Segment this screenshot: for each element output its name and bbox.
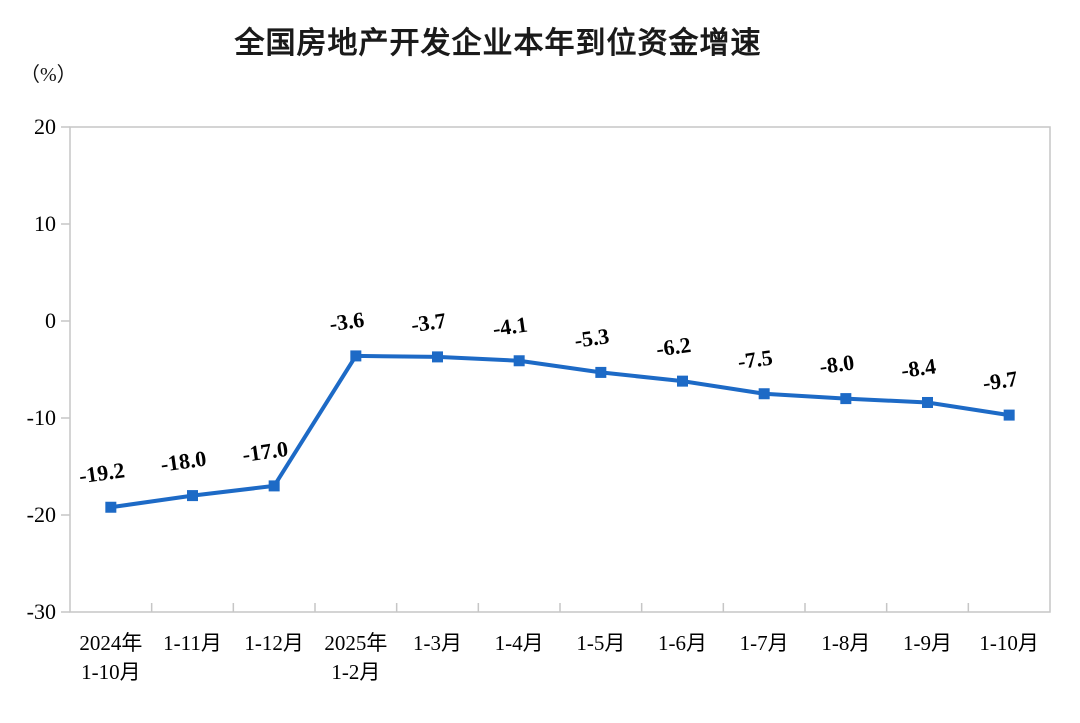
- y-axis-tick-label-1: 10: [34, 211, 56, 236]
- data-label-8: -7.5: [736, 345, 774, 375]
- data-label-0: -19.2: [77, 457, 126, 488]
- data-point-marker-1: [187, 490, 198, 502]
- chart-title: 全国房地产开发企业本年到位资金增速: [234, 27, 762, 60]
- y-axis-tick-label-0: 20: [34, 114, 56, 139]
- data-point-marker-8: [758, 388, 770, 400]
- data-point-marker-10: [922, 396, 933, 408]
- data-label-10: -8.4: [899, 353, 937, 383]
- data-label-1: -18.0: [159, 446, 208, 477]
- y-axis-tick-label-5: -30: [27, 599, 56, 624]
- data-point-marker-5: [513, 355, 525, 367]
- data-point-marker-2: [268, 480, 280, 492]
- data-point-marker-11: [1003, 409, 1015, 421]
- data-label-4: -3.7: [409, 308, 447, 338]
- x-category-label-11: 1-10月: [979, 631, 1039, 655]
- data-point-marker-9: [840, 393, 852, 405]
- data-point-marker-0: [105, 501, 117, 513]
- x-category-label-2: 1-12月: [244, 631, 304, 655]
- x-category-label-0-line2: 1-10月: [81, 660, 141, 684]
- x-category-label-1: 1-11月: [163, 631, 222, 655]
- x-category-label-0: 2024年: [79, 631, 142, 655]
- series-line: [110, 353, 1010, 510]
- x-category-label-9: 1-8月: [821, 631, 870, 655]
- data-label-9: -8.0: [818, 349, 856, 379]
- data-label-3: -3.6: [328, 307, 366, 337]
- x-category-label-6: 1-5月: [576, 631, 625, 655]
- data-label-2: -17.0: [241, 436, 290, 467]
- x-category-label-3: 2025年: [324, 631, 387, 655]
- x-category-label-8: 1-7月: [740, 631, 789, 655]
- data-label-5: -4.1: [491, 312, 529, 342]
- y-axis-tick-label-4: -20: [27, 502, 56, 527]
- data-label-6: -5.3: [573, 323, 611, 353]
- data-point-marker-7: [677, 375, 688, 387]
- x-category-label-4: 1-3月: [413, 631, 462, 655]
- x-category-label-5: 1-4月: [495, 631, 544, 655]
- data-point-marker-6: [595, 366, 607, 378]
- x-category-label-7: 1-6月: [658, 631, 707, 655]
- y-axis-tick-label-3: -10: [27, 405, 56, 430]
- y-axis-unit-label: （%）: [20, 64, 77, 86]
- data-label-11: -9.7: [981, 366, 1019, 396]
- data-point-marker-3: [350, 350, 362, 362]
- y-axis-tick-label-2: 0: [45, 308, 56, 333]
- x-category-label-10: 1-9月: [903, 631, 952, 655]
- data-point-marker-4: [432, 351, 443, 363]
- x-category-label-3-line2: 1-2月: [331, 660, 380, 684]
- data-label-7: -6.2: [654, 332, 692, 362]
